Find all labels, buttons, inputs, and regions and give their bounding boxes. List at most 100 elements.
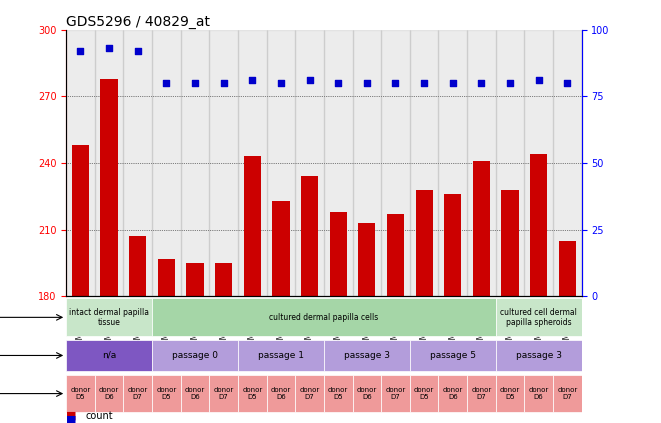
Point [161,80,172,86]
Text: donor
D7: donor D7 [385,387,406,400]
Bar [100,79,118,297]
Bar [444,194,461,297]
FancyBboxPatch shape [238,340,324,371]
Bar [244,157,261,297]
FancyBboxPatch shape [553,375,582,412]
FancyBboxPatch shape [467,375,496,412]
Bar [324,30,352,297]
Point [190,80,200,86]
FancyBboxPatch shape [324,375,352,412]
FancyBboxPatch shape [324,340,410,371]
FancyBboxPatch shape [66,375,95,412]
Bar [496,30,524,297]
Text: donor
D6: donor D6 [443,387,463,400]
FancyBboxPatch shape [152,375,180,412]
Bar [524,30,553,297]
Bar [301,176,318,297]
Bar [473,161,490,297]
Text: donor
D6: donor D6 [99,387,119,400]
FancyBboxPatch shape [210,375,238,412]
Bar [358,223,375,297]
Text: count: count [86,411,114,421]
FancyBboxPatch shape [524,375,553,412]
FancyBboxPatch shape [410,340,496,371]
Point [218,80,229,86]
Point [333,80,344,86]
Bar [95,30,124,297]
Bar [410,30,438,297]
Text: donor
D7: donor D7 [299,387,320,400]
Point [419,80,430,86]
Bar [180,30,210,297]
Text: donor
D7: donor D7 [128,387,148,400]
Bar [381,30,410,297]
FancyBboxPatch shape [66,299,152,336]
Text: cultured dermal papilla cells: cultured dermal papilla cells [269,313,379,322]
FancyBboxPatch shape [180,375,210,412]
Text: donor
D5: donor D5 [70,387,91,400]
FancyBboxPatch shape [95,375,124,412]
Bar [158,258,175,297]
Point [562,80,572,86]
Text: passage 5: passage 5 [430,351,476,360]
Text: passage 0: passage 0 [172,351,218,360]
FancyBboxPatch shape [496,299,582,336]
Bar [186,263,204,297]
Bar [210,30,238,297]
FancyBboxPatch shape [352,375,381,412]
Bar [416,190,433,297]
Bar [66,30,95,297]
Point [132,47,143,54]
Bar [72,145,89,297]
Text: donor
D6: donor D6 [357,387,377,400]
FancyBboxPatch shape [496,375,524,412]
FancyBboxPatch shape [410,375,438,412]
Bar [215,263,232,297]
Bar [530,154,547,297]
Point [447,80,458,86]
Bar [129,236,146,297]
Text: donor
D6: donor D6 [185,387,205,400]
FancyBboxPatch shape [496,340,582,371]
Bar [559,241,576,297]
Text: n/a: n/a [102,351,116,360]
FancyBboxPatch shape [295,375,324,412]
Text: donor
D7: donor D7 [471,387,492,400]
Bar [238,30,266,297]
Point [533,77,544,84]
Text: donor
D6: donor D6 [271,387,291,400]
Text: ■: ■ [66,411,77,421]
Bar [387,214,404,297]
Bar [330,212,347,297]
Point [362,80,372,86]
Bar [352,30,381,297]
Bar [295,30,324,297]
FancyBboxPatch shape [381,375,410,412]
Bar [272,201,290,297]
FancyBboxPatch shape [66,340,152,371]
Point [304,77,315,84]
FancyBboxPatch shape [266,375,295,412]
Point [104,45,114,52]
Text: donor
D5: donor D5 [500,387,520,400]
Text: donor
D5: donor D5 [328,387,348,400]
FancyBboxPatch shape [124,375,152,412]
Bar [553,30,582,297]
Text: passage 1: passage 1 [258,351,304,360]
Text: passage 3: passage 3 [516,351,562,360]
FancyBboxPatch shape [152,299,496,336]
Bar [467,30,496,297]
Point [75,47,86,54]
Text: donor
D7: donor D7 [557,387,578,400]
Text: donor
D5: donor D5 [156,387,176,400]
FancyBboxPatch shape [238,375,266,412]
Point [476,80,486,86]
Text: donor
D7: donor D7 [214,387,234,400]
Text: donor
D5: donor D5 [414,387,434,400]
Bar [502,190,519,297]
Text: intact dermal papilla
tissue: intact dermal papilla tissue [69,308,149,327]
Text: GDS5296 / 40829_at: GDS5296 / 40829_at [66,14,210,29]
Point [390,80,401,86]
Text: donor
D5: donor D5 [242,387,262,400]
Text: cultured cell dermal
papilla spheroids: cultured cell dermal papilla spheroids [500,308,577,327]
